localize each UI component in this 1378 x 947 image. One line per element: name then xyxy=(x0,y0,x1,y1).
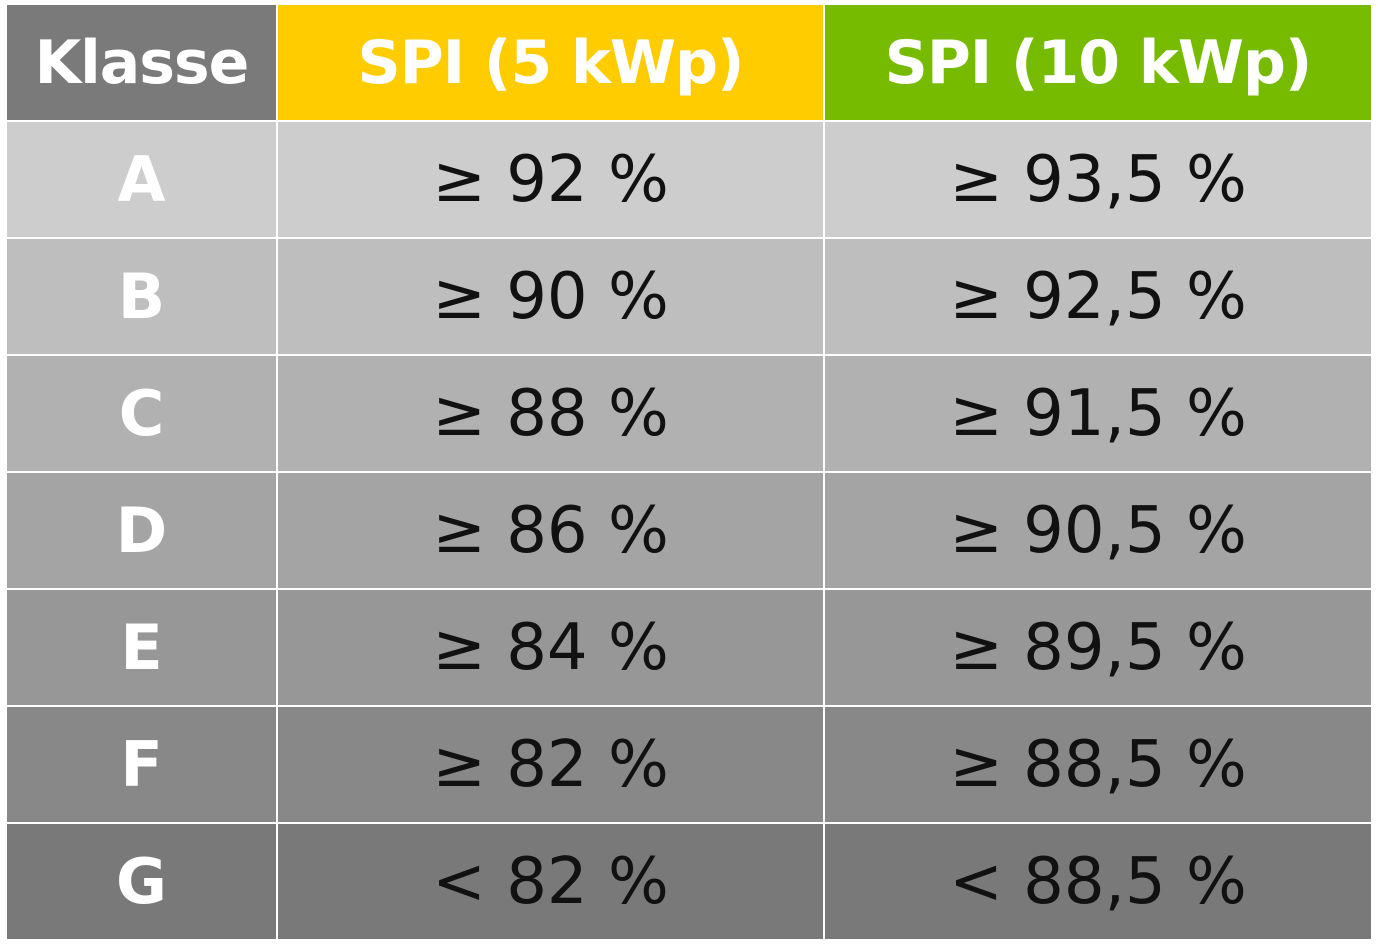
row-b-klasse: B xyxy=(7,239,276,354)
row-g-klasse: G xyxy=(7,824,276,939)
row-g-spi-10: < 88,5 % xyxy=(825,824,1371,939)
spi-class-table: Klasse SPI (5 kWp) SPI (10 kWp) A ≥ 92 %… xyxy=(7,5,1371,942)
row-d-spi-5: ≥ 86 % xyxy=(278,473,823,588)
row-d-spi-10: ≥ 90,5 % xyxy=(825,473,1371,588)
row-f-klasse: F xyxy=(7,707,276,822)
row-b-spi-10: ≥ 92,5 % xyxy=(825,239,1371,354)
row-c-klasse: C xyxy=(7,356,276,471)
row-a-spi-10: ≥ 93,5 % xyxy=(825,122,1371,237)
header-klasse: Klasse xyxy=(7,5,276,120)
row-f-spi-5: ≥ 82 % xyxy=(278,707,823,822)
row-e-spi-5: ≥ 84 % xyxy=(278,590,823,705)
row-a-spi-5: ≥ 92 % xyxy=(278,122,823,237)
row-e-spi-10: ≥ 89,5 % xyxy=(825,590,1371,705)
row-a-klasse: A xyxy=(7,122,276,237)
row-f-spi-10: ≥ 88,5 % xyxy=(825,707,1371,822)
row-e-klasse: E xyxy=(7,590,276,705)
header-spi-10-kwp: SPI (10 kWp) xyxy=(825,5,1371,120)
row-d-klasse: D xyxy=(7,473,276,588)
row-c-spi-5: ≥ 88 % xyxy=(278,356,823,471)
header-spi-5-kwp: SPI (5 kWp) xyxy=(278,5,823,120)
row-g-spi-5: < 82 % xyxy=(278,824,823,939)
row-c-spi-10: ≥ 91,5 % xyxy=(825,356,1371,471)
row-b-spi-5: ≥ 90 % xyxy=(278,239,823,354)
